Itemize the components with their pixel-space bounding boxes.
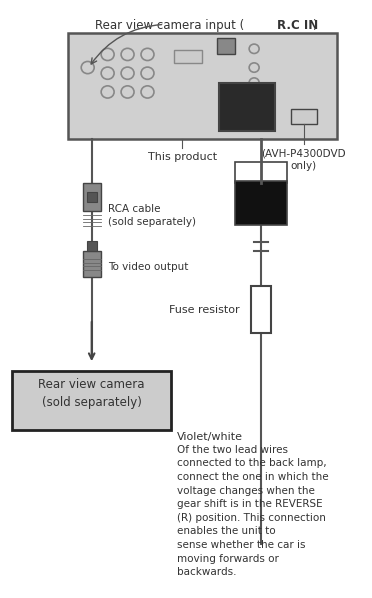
Text: Fuse resistor: Fuse resistor [169,304,239,315]
Bar [83,183,101,211]
Text: Rear view camera input (: Rear view camera input ( [95,19,244,32]
Text: Rear view camera
(sold separately): Rear view camera (sold separately) [38,378,145,409]
Circle shape [81,62,94,74]
Circle shape [249,44,259,53]
Circle shape [141,67,154,80]
Bar [174,50,202,63]
Text: This product: This product [148,152,217,162]
Bar [235,162,287,183]
Circle shape [121,48,134,60]
Circle shape [141,48,154,60]
Circle shape [101,86,114,98]
Bar [12,371,171,430]
Text: (AVH-P4300DVD
only): (AVH-P4300DVD only) [261,148,345,172]
Circle shape [141,86,154,98]
Bar [217,38,235,54]
Bar [251,286,271,333]
Bar [235,181,287,225]
Bar [87,241,97,251]
Circle shape [101,48,114,60]
Circle shape [249,78,259,87]
Circle shape [121,86,134,98]
Text: R.C IN: R.C IN [277,19,318,32]
Text: Of the two lead wires
connected to the back lamp,
connect the one in which the
v: Of the two lead wires connected to the b… [177,445,329,577]
Bar [68,33,337,139]
Text: ): ) [312,19,317,32]
Circle shape [101,67,114,80]
Bar [87,193,97,202]
Bar [291,109,317,124]
Circle shape [249,63,259,72]
Bar [83,251,101,277]
Text: Violet/white: Violet/white [177,432,243,441]
Bar [219,83,275,132]
Text: RCA cable
(sold separately): RCA cable (sold separately) [108,204,196,227]
Text: To video output: To video output [108,263,188,273]
Circle shape [121,67,134,80]
